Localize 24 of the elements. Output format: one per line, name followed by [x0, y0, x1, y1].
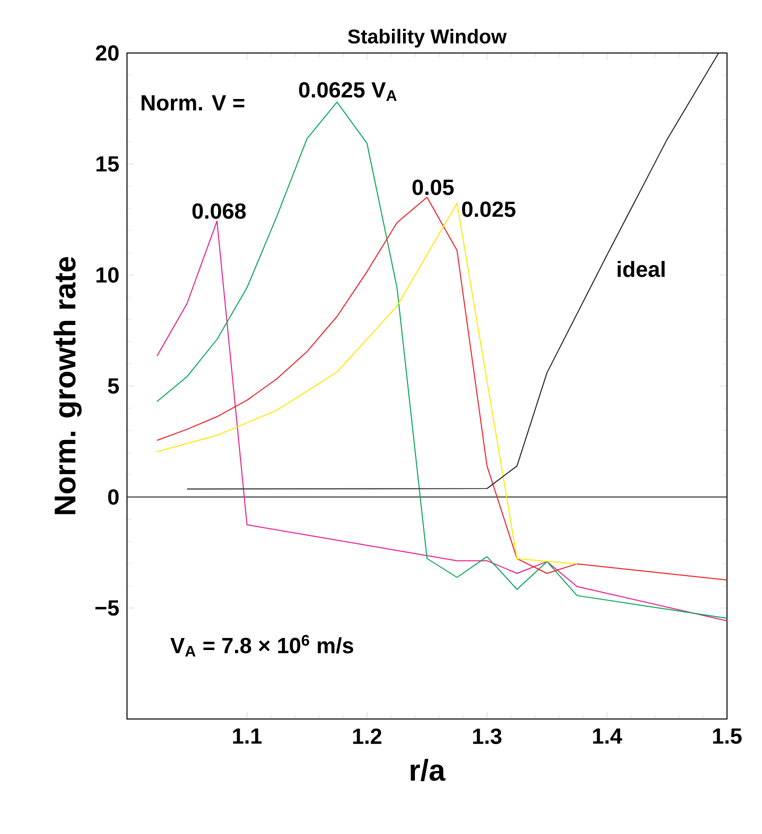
line-series: [156, 220, 728, 622]
y-tick-label: 10: [96, 267, 119, 283]
series-label: 0.068: [192, 203, 246, 219]
annotation: V$_{A}$ = 7.8 × 10$^{6}$ m/s: [170, 634, 354, 657]
series-label: 0.05: [412, 180, 454, 196]
line-series: [156, 202, 578, 564]
y-tick-label: −5: [95, 600, 119, 616]
y-tick-label: 0: [108, 489, 119, 505]
y-tick-label: 5: [108, 378, 119, 394]
x-tick-label: 1.2: [353, 728, 382, 744]
x-tick-label: 1.3: [473, 728, 502, 744]
series-label: ideal: [618, 260, 665, 278]
series-label: 0.0625 V$_{A}$: [299, 82, 397, 101]
x-tick-label: 1.4: [593, 728, 622, 744]
x-axis-title: r/a: [410, 758, 446, 782]
series-label: 0.025: [462, 201, 516, 218]
line-series: [156, 196, 728, 581]
y-tick-label: 15: [96, 156, 119, 172]
chart-title: Stability Window: [348, 28, 507, 48]
y-tick-label: 20: [96, 45, 119, 61]
x-tick-label: 1.5: [713, 728, 742, 744]
annotation: Norm. V =: [142, 95, 244, 111]
y-axis-title: Norm. growth rate: [54, 256, 82, 514]
x-tick-label: 1.1: [233, 728, 262, 744]
